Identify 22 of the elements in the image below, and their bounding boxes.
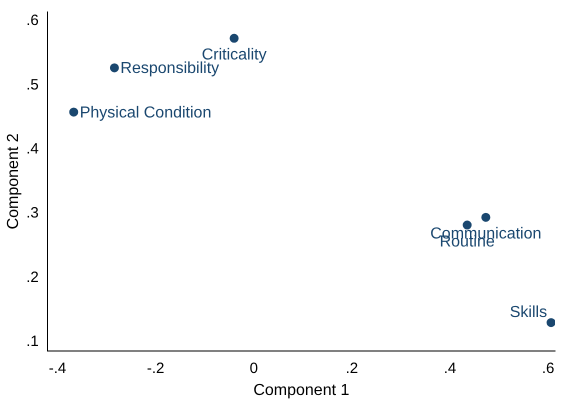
y-tick-label: .6 <box>26 12 39 30</box>
point <box>110 63 119 72</box>
x-tick-label: 0 <box>250 360 258 377</box>
x-tick-label: -.4 <box>48 360 66 377</box>
annotation: Responsibility <box>120 60 220 78</box>
annotation: Physical Condition <box>80 104 212 122</box>
point <box>546 318 555 328</box>
point <box>69 108 78 117</box>
x-tick-label: .6 <box>542 360 554 377</box>
y-axis-title: Component 2 <box>5 133 22 230</box>
x-axis-title: Component 1 <box>253 382 350 399</box>
point <box>481 212 490 222</box>
y-tick-label: .5 <box>26 76 39 94</box>
x-tick-label: .2 <box>346 360 358 377</box>
y-tick-label: .2 <box>26 268 39 286</box>
y-tick-label: .1 <box>26 332 39 350</box>
y-tick-label: .4 <box>26 140 39 158</box>
y-tick-label: .3 <box>26 204 39 222</box>
x-tick-label: -.2 <box>146 360 164 377</box>
annotation: Skills <box>510 304 548 321</box>
point <box>230 34 239 43</box>
x-tick-label: .4 <box>444 360 456 377</box>
